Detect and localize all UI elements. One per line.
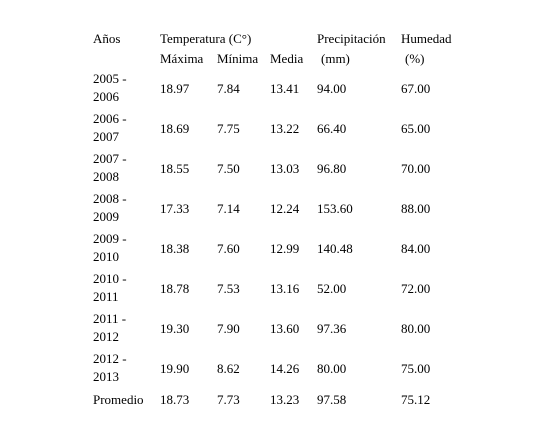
cell-year-start: 2012 - bbox=[93, 351, 127, 366]
cell-min: 8.62 bbox=[217, 361, 240, 376]
cell-avg: 13.41 bbox=[270, 81, 300, 96]
cell-humidity: 67.00 bbox=[401, 81, 431, 96]
cell-humidity: 72.00 bbox=[401, 281, 431, 296]
header-temperature: Temperatura (C°) bbox=[160, 31, 252, 46]
cell-humidity: 65.00 bbox=[401, 121, 431, 136]
cell-avg: 12.24 bbox=[270, 201, 300, 216]
cell-precip: 94.00 bbox=[317, 81, 347, 96]
cell-year-start: 2008 - bbox=[93, 191, 127, 206]
cell-year-end: 2006 bbox=[93, 89, 119, 104]
cell-year-end: 2009 bbox=[93, 209, 119, 224]
cell-humidity: 88.00 bbox=[401, 201, 431, 216]
cell-max: 18.97 bbox=[160, 81, 190, 96]
header-min: Mínima bbox=[217, 51, 259, 66]
cell-min: 7.60 bbox=[217, 241, 240, 256]
cell-avg: 13.03 bbox=[270, 161, 300, 176]
cell-min: 7.75 bbox=[217, 121, 240, 136]
cell-min: 7.14 bbox=[217, 201, 240, 216]
cell-year-end: 2010 bbox=[93, 249, 119, 264]
cell-humidity: 80.00 bbox=[401, 321, 431, 336]
average-label: Promedio bbox=[93, 392, 144, 407]
header-max: Máxima bbox=[160, 51, 204, 66]
header-avg: Media bbox=[270, 51, 304, 66]
cell-humidity: 70.00 bbox=[401, 161, 431, 176]
cell-avg: 14.26 bbox=[270, 361, 300, 376]
cell-precip: 96.80 bbox=[317, 161, 347, 176]
average-humidity: 75.12 bbox=[401, 392, 431, 407]
average-max: 18.73 bbox=[160, 392, 190, 407]
cell-humidity: 84.00 bbox=[401, 241, 431, 256]
cell-precip: 80.00 bbox=[317, 361, 347, 376]
header-precip-unit: (mm) bbox=[321, 51, 350, 66]
cell-max: 18.69 bbox=[160, 121, 190, 136]
cell-max: 18.78 bbox=[160, 281, 190, 296]
cell-year-end: 2012 bbox=[93, 329, 119, 344]
cell-year-end: 2008 bbox=[93, 169, 119, 184]
cell-humidity: 75.00 bbox=[401, 361, 431, 376]
cell-avg: 13.22 bbox=[270, 121, 300, 136]
cell-min: 7.84 bbox=[217, 81, 240, 96]
cell-year-start: 2009 - bbox=[93, 231, 127, 246]
cell-max: 19.90 bbox=[160, 361, 190, 376]
average-avg: 13.23 bbox=[270, 392, 300, 407]
cell-min: 7.53 bbox=[217, 281, 240, 296]
cell-year-start: 2010 - bbox=[93, 271, 127, 286]
cell-year-start: 2011 - bbox=[93, 311, 127, 326]
cell-max: 17.33 bbox=[160, 201, 190, 216]
cell-precip: 97.36 bbox=[317, 321, 347, 336]
header-years: Años bbox=[93, 31, 121, 46]
cell-min: 7.90 bbox=[217, 321, 240, 336]
cell-max: 19.30 bbox=[160, 321, 190, 336]
header-precipitation: Precipitación bbox=[317, 31, 386, 46]
cell-year-end: 2011 bbox=[93, 289, 119, 304]
cell-precip: 153.60 bbox=[317, 201, 353, 216]
cell-year-end: 2007 bbox=[93, 129, 119, 144]
cell-year-start: 2006 - bbox=[93, 111, 127, 126]
cell-max: 18.38 bbox=[160, 241, 190, 256]
cell-avg: 13.16 bbox=[270, 281, 300, 296]
header-humidity-unit: (%) bbox=[405, 51, 425, 66]
header-humidity: Humedad bbox=[401, 31, 452, 46]
cell-precip: 140.48 bbox=[317, 241, 353, 256]
cell-min: 7.50 bbox=[217, 161, 240, 176]
cell-max: 18.55 bbox=[160, 161, 190, 176]
average-min: 7.73 bbox=[217, 392, 240, 407]
cell-year-start: 2005 - bbox=[93, 71, 127, 86]
cell-precip: 66.40 bbox=[317, 121, 347, 136]
cell-year-end: 2013 bbox=[93, 369, 119, 384]
cell-avg: 13.60 bbox=[270, 321, 300, 336]
cell-year-start: 2007 - bbox=[93, 151, 127, 166]
cell-precip: 52.00 bbox=[317, 281, 347, 296]
cell-avg: 12.99 bbox=[270, 241, 300, 256]
average-precip: 97.58 bbox=[317, 392, 347, 407]
